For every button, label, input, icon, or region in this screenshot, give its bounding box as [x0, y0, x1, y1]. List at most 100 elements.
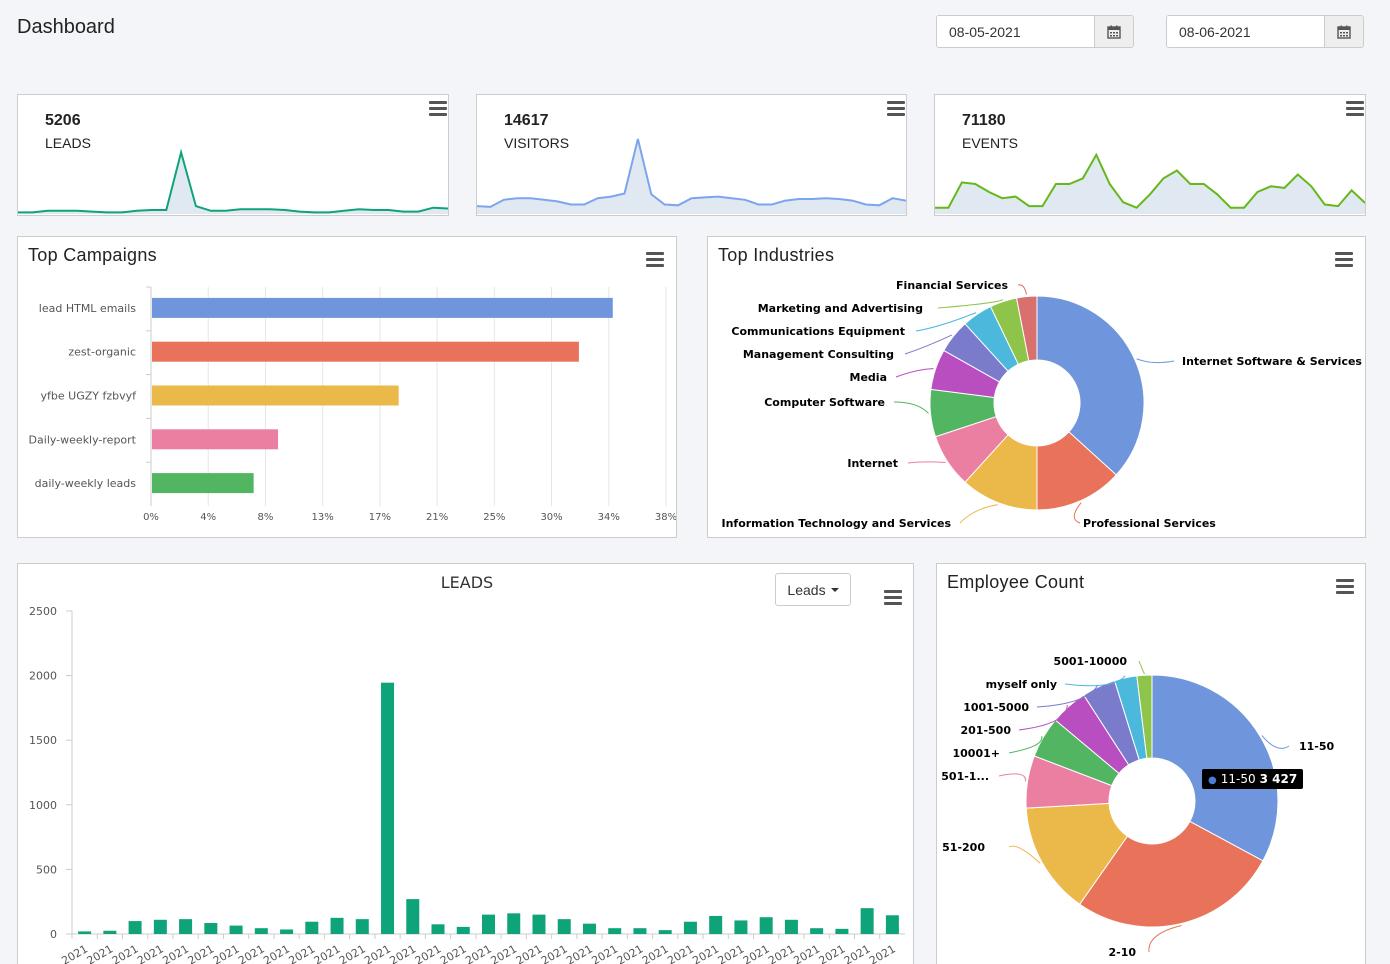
- chart-title: LEADS: [441, 573, 493, 592]
- leads-bar: [229, 925, 243, 934]
- leads-count: 5206: [45, 112, 81, 129]
- x-tick-label: 2021: [362, 942, 393, 964]
- x-tick-label: 2021: [463, 942, 494, 964]
- pie-slice: [1136, 674, 1153, 759]
- slice-label: 2-10: [1108, 946, 1136, 959]
- events-stat-card: 71180 EVENTS: [934, 94, 1366, 216]
- date-to-input[interactable]: [1167, 16, 1325, 47]
- menu-icon[interactable]: [646, 252, 664, 268]
- calendar-to-button[interactable]: [1325, 16, 1363, 47]
- leads-dropdown-label: Leads: [787, 581, 826, 598]
- x-tick-label: 2021: [135, 942, 166, 964]
- y-tick-label: 2000: [29, 670, 57, 683]
- label-connector: [907, 461, 946, 464]
- sparkline-line: [935, 152, 1365, 209]
- top-campaigns-title: Top Campaigns: [28, 245, 157, 265]
- pie-slice: [1079, 820, 1264, 928]
- menu-icon[interactable]: [1336, 579, 1354, 595]
- x-tick-label: 2021: [741, 942, 772, 964]
- x-tick-label: 2021: [514, 942, 545, 964]
- y-tick-label: 1500: [29, 734, 57, 747]
- slice-label: Marketing and Advertising: [758, 302, 923, 315]
- x-tick-label: 25%: [483, 512, 505, 523]
- x-tick-label: 2021: [716, 942, 747, 964]
- category-label: Daily-weekly-report: [29, 433, 137, 446]
- leads-bar-chart: LEADS05001000150020002500202120212021202…: [29, 573, 905, 964]
- leads-sparkline: [18, 148, 448, 214]
- leads-bar: [810, 928, 824, 934]
- leads-dropdown[interactable]: Leads: [775, 573, 851, 606]
- chart-tooltip: ● 11-50 3 427: [1202, 769, 1304, 789]
- slice-label: Information Technology and Services: [721, 517, 951, 530]
- menu-icon[interactable]: [429, 101, 447, 117]
- employee-count-chart: 11-50 2-10 51-200 501-1... 10001+ 201-500 1001…: [941, 655, 1335, 959]
- events-label: EVENTS: [962, 135, 1019, 151]
- x-tick-label: 2021: [766, 942, 797, 964]
- leads-bar: [254, 928, 268, 934]
- slice-label: Management Consulting: [743, 348, 894, 361]
- top-industries-chart: Internet Software & Services Professional…: [721, 279, 1362, 530]
- leads-bar: [204, 923, 218, 934]
- sparkline-line: [18, 148, 448, 214]
- top-campaigns-chart: 0% 4% 8% 13% 17% 21% 25% 30% 34% 38% lead HTML ema…: [29, 286, 676, 523]
- date-from-input[interactable]: [937, 16, 1095, 47]
- x-tick-label: 2021: [640, 942, 671, 964]
- events-count: 71180: [962, 112, 1006, 129]
- category-label: daily-weekly leads: [35, 477, 137, 490]
- x-tick-label: 2021: [867, 942, 898, 964]
- leads-bar: [153, 919, 167, 934]
- date-to-picker: [1166, 15, 1364, 48]
- leads-bar: [355, 919, 369, 934]
- x-tick-label: 8%: [258, 512, 274, 523]
- menu-icon[interactable]: [884, 590, 902, 606]
- slice-label: 51-200: [942, 841, 985, 854]
- visitors-sparkline: [477, 138, 906, 214]
- visitors-count: 14617: [504, 112, 549, 129]
- label-connector: [1073, 502, 1082, 524]
- x-tick-label: 2021: [160, 942, 191, 964]
- slice-label: 501-1...: [941, 770, 989, 783]
- slice-label: 10001+: [953, 747, 1001, 760]
- page-title: Dashboard: [17, 16, 115, 38]
- calendar-from-button[interactable]: [1095, 16, 1133, 47]
- menu-icon[interactable]: [887, 101, 905, 117]
- label-connector: [1017, 284, 1028, 295]
- label-connector: [1008, 735, 1043, 754]
- x-tick-label: 2021: [589, 942, 620, 964]
- leads-bar: [734, 920, 748, 934]
- x-tick-label: 2021: [791, 942, 822, 964]
- leads-bar: [582, 923, 596, 934]
- x-tick-label: 2021: [85, 942, 116, 964]
- y-tick-label: 0: [50, 928, 57, 941]
- top-industries-title: Top Industries: [718, 245, 835, 265]
- leads-bar: [709, 915, 723, 934]
- leads-bar: [784, 919, 798, 934]
- tooltip-value: 3 427: [1259, 772, 1298, 786]
- leads-bar: [683, 921, 697, 934]
- tooltip-label: 11-50: [1220, 772, 1256, 786]
- events-sparkline: [935, 152, 1365, 214]
- leads-bar: [835, 928, 849, 934]
- slice-label: 11-50: [1299, 740, 1335, 753]
- x-tick-label: 0%: [143, 512, 159, 523]
- label-connector: [895, 368, 934, 378]
- x-tick-label: 2021: [488, 942, 519, 964]
- x-tick-label: 2021: [211, 942, 242, 964]
- x-tick-label: 34%: [598, 512, 620, 523]
- category-label: lead HTML emails: [39, 302, 136, 315]
- leads-bar: [78, 931, 92, 934]
- leads-bar: [103, 930, 117, 934]
- label-connector: [998, 773, 1027, 782]
- slice-label: 5001-10000: [1054, 655, 1128, 668]
- label-connector: [1138, 660, 1145, 675]
- leads-bar: [658, 930, 672, 934]
- employee-count-title: Employee Count: [947, 572, 1085, 592]
- label-connector: [1018, 704, 1068, 731]
- campaign-bar: [152, 429, 279, 450]
- campaign-bar: [152, 341, 579, 362]
- campaign-bar: [152, 473, 254, 494]
- label-connector: [1008, 845, 1041, 864]
- menu-icon[interactable]: [1346, 101, 1364, 117]
- slice-label: Internet: [847, 457, 898, 470]
- menu-icon[interactable]: [1335, 252, 1353, 268]
